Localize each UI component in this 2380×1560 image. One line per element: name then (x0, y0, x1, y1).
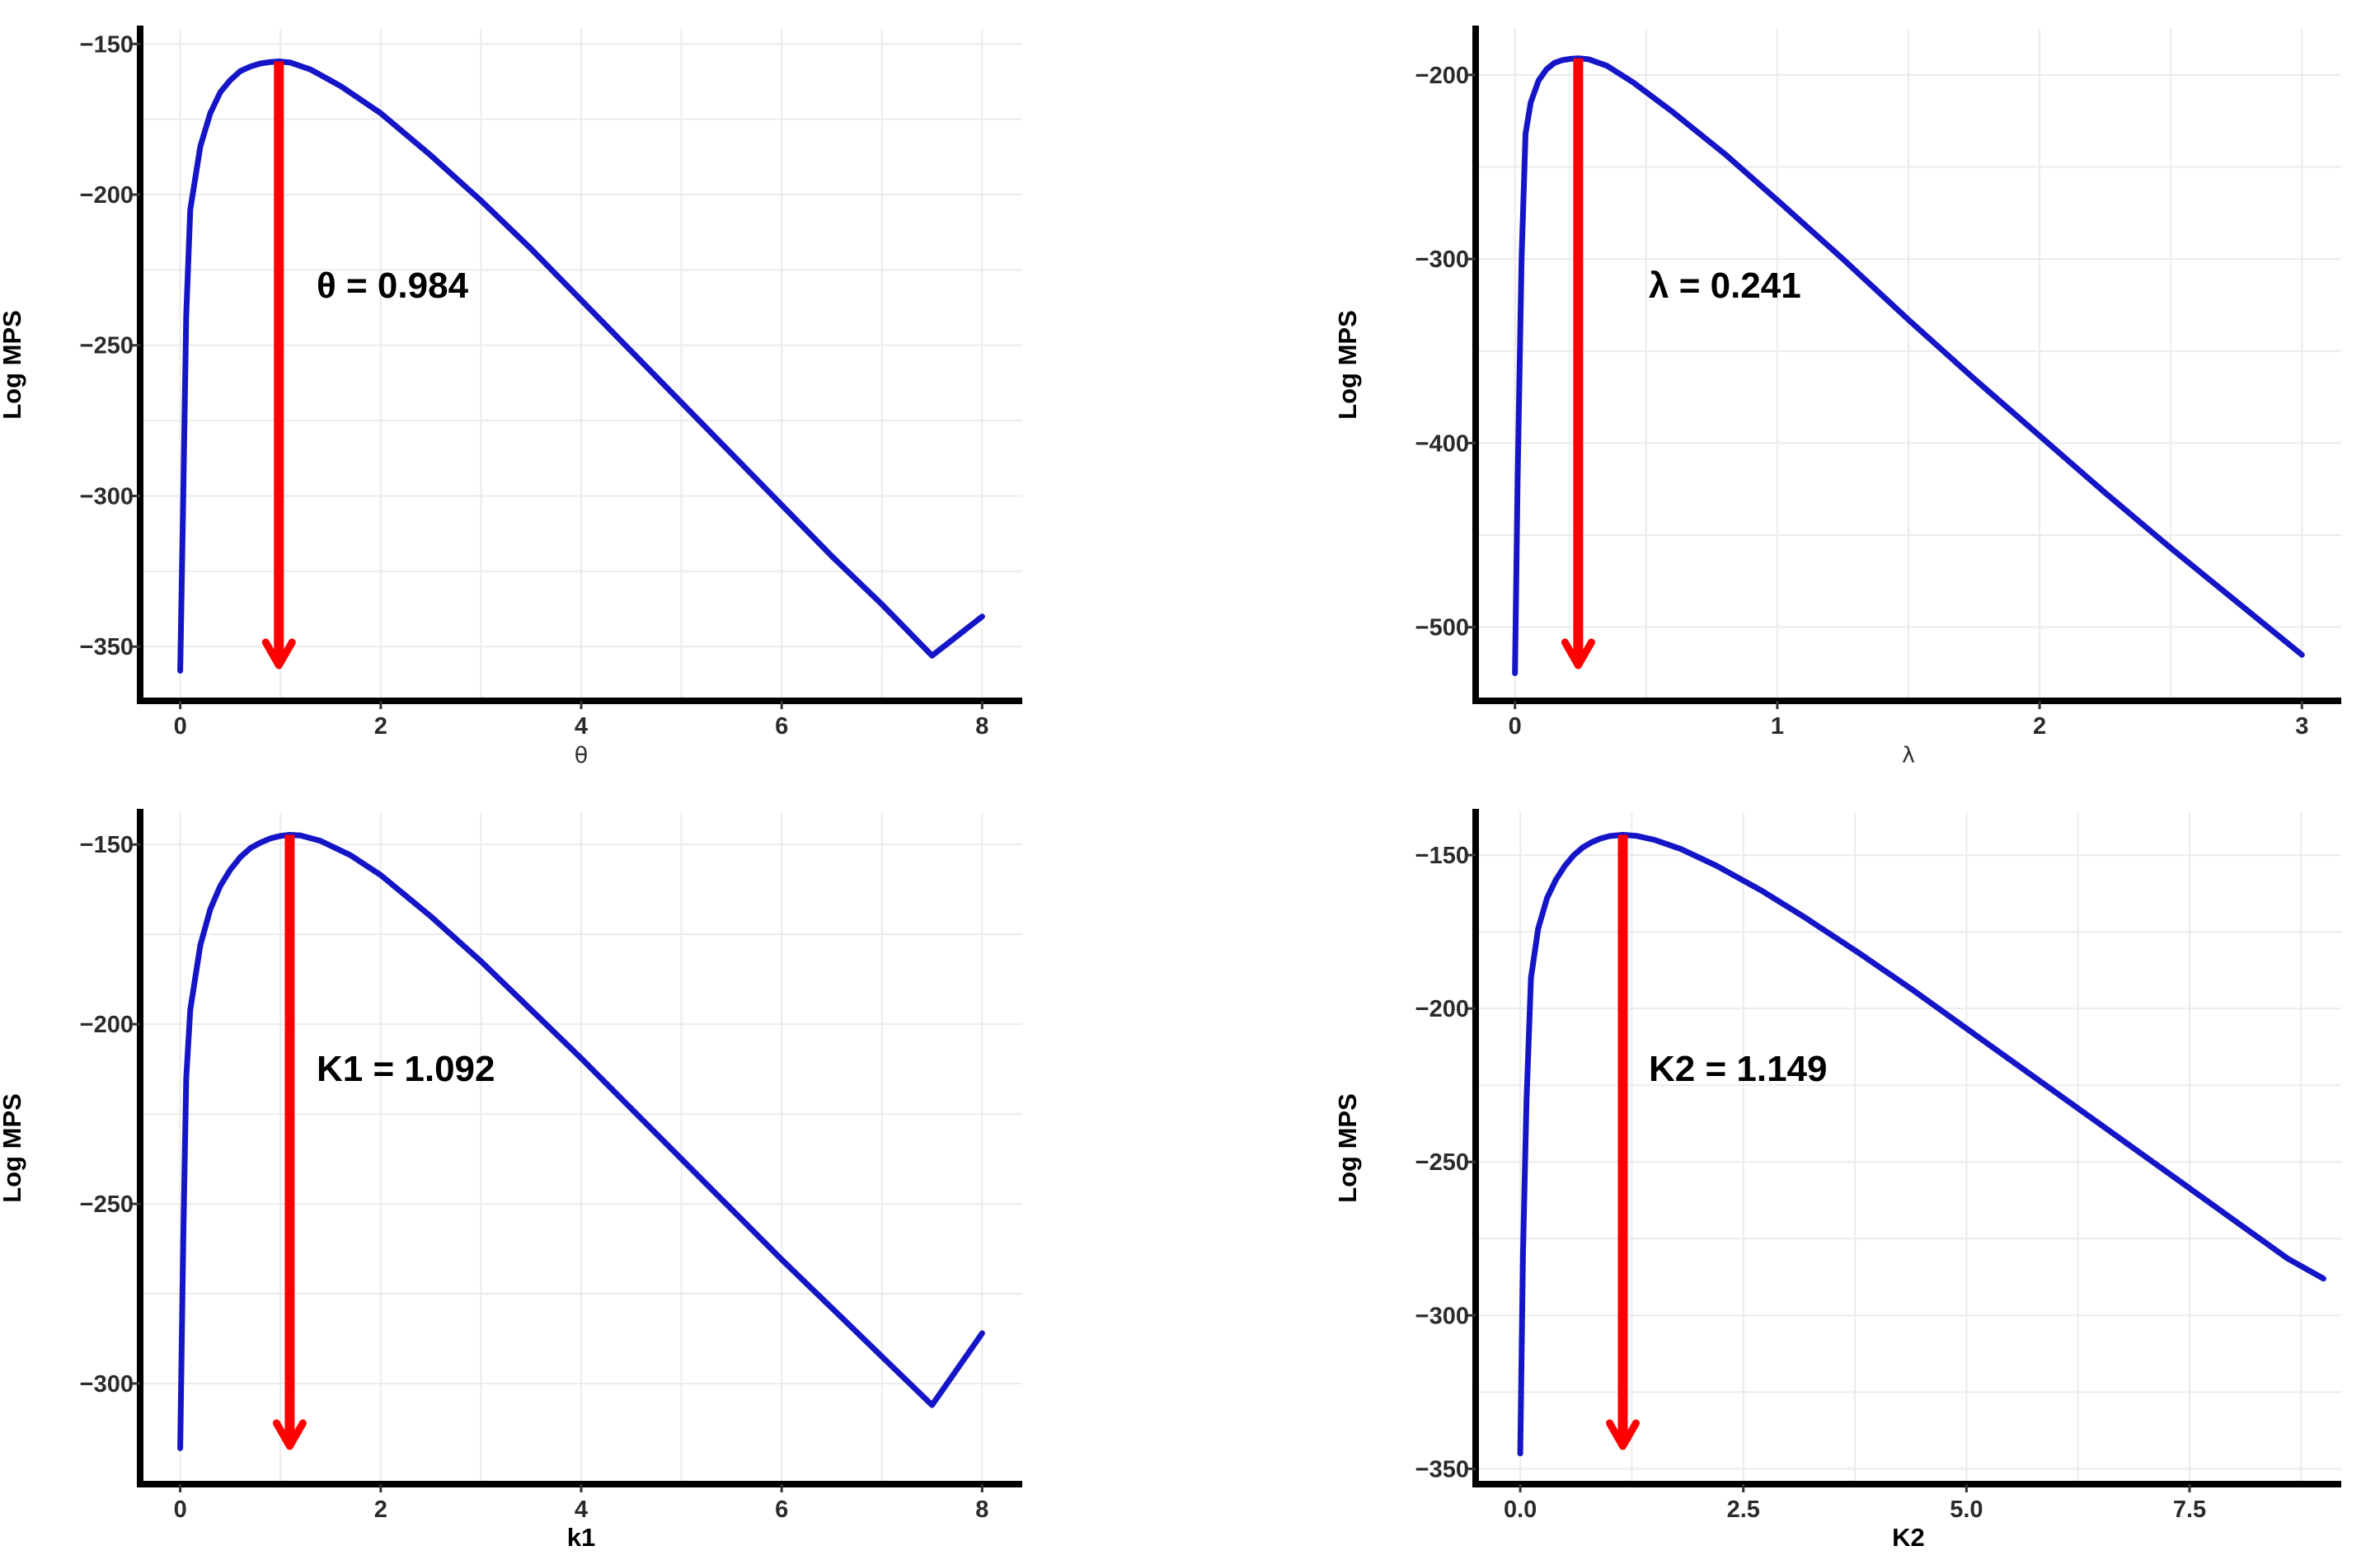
x-axis-title: k1 (567, 1523, 595, 1552)
x-axis-title: K2 (1892, 1523, 1925, 1552)
y-tick-label: −250 (80, 333, 134, 359)
y-tick-label: −400 (1415, 430, 1469, 457)
chart-panel-4: −350 −300 −250 −200 −150 0.0 2.5 5.0 7.5 K2 Log MP… (1333, 809, 2341, 1552)
x-tick-label: 3 (2295, 713, 2308, 740)
x-tick-label: 2 (374, 713, 387, 740)
y-tick-label: −200 (1415, 996, 1469, 1022)
x-axis-title: λ (1902, 743, 1915, 768)
x-tick-label: 0 (174, 1497, 187, 1523)
x-tick-label: 8 (975, 1497, 988, 1523)
chart-panel-3: −300 −250 −200 −150 0 2 4 6 8 k1 Log MPS K1 = 1.092 (0, 809, 1022, 1552)
y-tick-label: −150 (80, 832, 134, 858)
y-tick-label: −250 (80, 1191, 134, 1218)
y-tick-label: −300 (1415, 1303, 1469, 1329)
x-axis-title: θ (575, 743, 589, 768)
x-tick-label: 8 (975, 713, 988, 740)
estimate-arrowhead (1606, 1419, 1640, 1450)
x-tick-label: 1 (1771, 713, 1784, 740)
x-tick-label: 5.0 (1950, 1497, 1983, 1523)
estimate-arrowhead (272, 1419, 307, 1450)
x-tick-label: 0 (174, 713, 187, 740)
x-tick-label: 6 (775, 1497, 788, 1523)
y-tick-label: −350 (1415, 1456, 1469, 1482)
series-line-1 (177, 59, 985, 674)
x-tick-label: 2 (374, 1497, 387, 1523)
y-tick-label: −500 (1415, 615, 1469, 641)
x-tick-label: 0.0 (1504, 1497, 1537, 1523)
estimate-arrowhead (261, 638, 296, 670)
y-tick-label: −250 (1415, 1149, 1469, 1176)
x-tick-label: 2.5 (1727, 1497, 1760, 1523)
x-tick-label: 2 (2033, 713, 2046, 740)
y-tick-label: −300 (1415, 247, 1469, 273)
y-tick-label: −300 (80, 483, 134, 510)
x-tick-label: 0 (1509, 713, 1522, 740)
y-axis-title: Log MPS (0, 1093, 26, 1203)
y-tick-label: −300 (80, 1371, 134, 1398)
series-line-1 (177, 832, 985, 1451)
y-axis-title: Log MPS (1333, 310, 1362, 420)
series-line-1 (1512, 55, 2305, 676)
series-line-1 (1517, 832, 2326, 1457)
x-tick-label: 4 (575, 713, 588, 740)
chart-panel-1: −350 −300 −250 −200 −150 0 2 4 6 8 θ Log MPS θ = 0.9… (0, 26, 1022, 768)
estimate-arrowhead (1561, 638, 1595, 670)
estimate-annotation: θ = 0.984 (317, 265, 469, 306)
x-tick-label: 6 (775, 713, 788, 740)
y-axis-title: Log MPS (1333, 1093, 1362, 1203)
chart-panel-2: −500 −400 −300 −200 0 1 2 3 λ Log MPS λ = 0.241 (1333, 26, 2341, 768)
estimate-annotation: K2 = 1.149 (1649, 1049, 1828, 1089)
estimate-annotation: λ = 0.241 (1649, 265, 1801, 306)
y-tick-label: −150 (1415, 843, 1469, 869)
y-tick-label: −200 (80, 182, 134, 209)
x-tick-label: 7.5 (2173, 1497, 2206, 1523)
y-axis-title: Log MPS (0, 310, 26, 420)
x-tick-label: 4 (575, 1497, 588, 1523)
y-tick-label: −350 (80, 634, 134, 660)
y-tick-label: −150 (80, 31, 134, 58)
y-tick-label: −200 (1415, 63, 1469, 89)
y-tick-label: −200 (80, 1012, 134, 1038)
estimate-annotation: K1 = 1.092 (317, 1049, 495, 1089)
